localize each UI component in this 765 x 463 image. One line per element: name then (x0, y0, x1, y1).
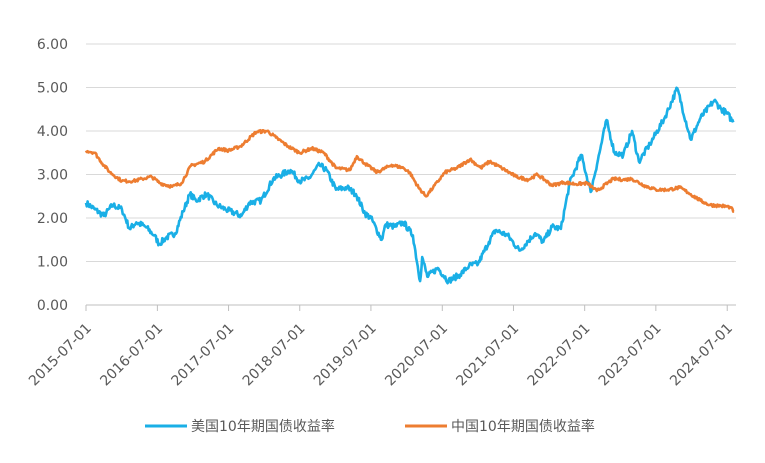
y-tick-labels: 0.00 1.00 2.00 3.00 4.00 5.00 6.00 (37, 37, 68, 314)
x-tick-label: 2019-07-01 (311, 321, 380, 390)
y-tick-label: 3.00 (37, 168, 68, 184)
x-ticks: 2015-07-01 2016-07-01 2017-07-01 2018-07-01… (26, 305, 736, 389)
x-tick-label: 2015-07-01 (26, 321, 95, 390)
x-tick-label: 2016-07-01 (97, 321, 166, 390)
y-tick-label: 0.00 (37, 298, 68, 314)
x-tick-label: 2021-07-01 (453, 321, 522, 390)
legend-label-0: 美国10年期国债收益率 (191, 418, 335, 435)
y-tick-label: 4.00 (37, 124, 68, 140)
y-tick-label: 1.00 (37, 255, 68, 271)
y-tick-label: 5.00 (37, 81, 68, 97)
y-tick-label: 6.00 (37, 37, 68, 53)
x-tick-label: 2023-07-01 (596, 321, 665, 390)
x-tick-label: 2017-07-01 (169, 321, 238, 390)
legend-label-1: 中国10年期国债收益率 (451, 418, 595, 435)
x-tick-label: 2018-07-01 (240, 321, 309, 390)
series-line-1 (84, 128, 735, 213)
x-tick-label: 2024-07-01 (667, 321, 736, 390)
series-line-0 (84, 86, 735, 285)
legend: 美国10年期国债收益率 中国10年期国债收益率 (145, 418, 595, 435)
x-tick-label: 2022-07-01 (525, 321, 594, 390)
y-tick-label: 2.00 (37, 211, 68, 227)
series-lines (84, 86, 735, 285)
x-tick-label: 2020-07-01 (382, 321, 451, 390)
